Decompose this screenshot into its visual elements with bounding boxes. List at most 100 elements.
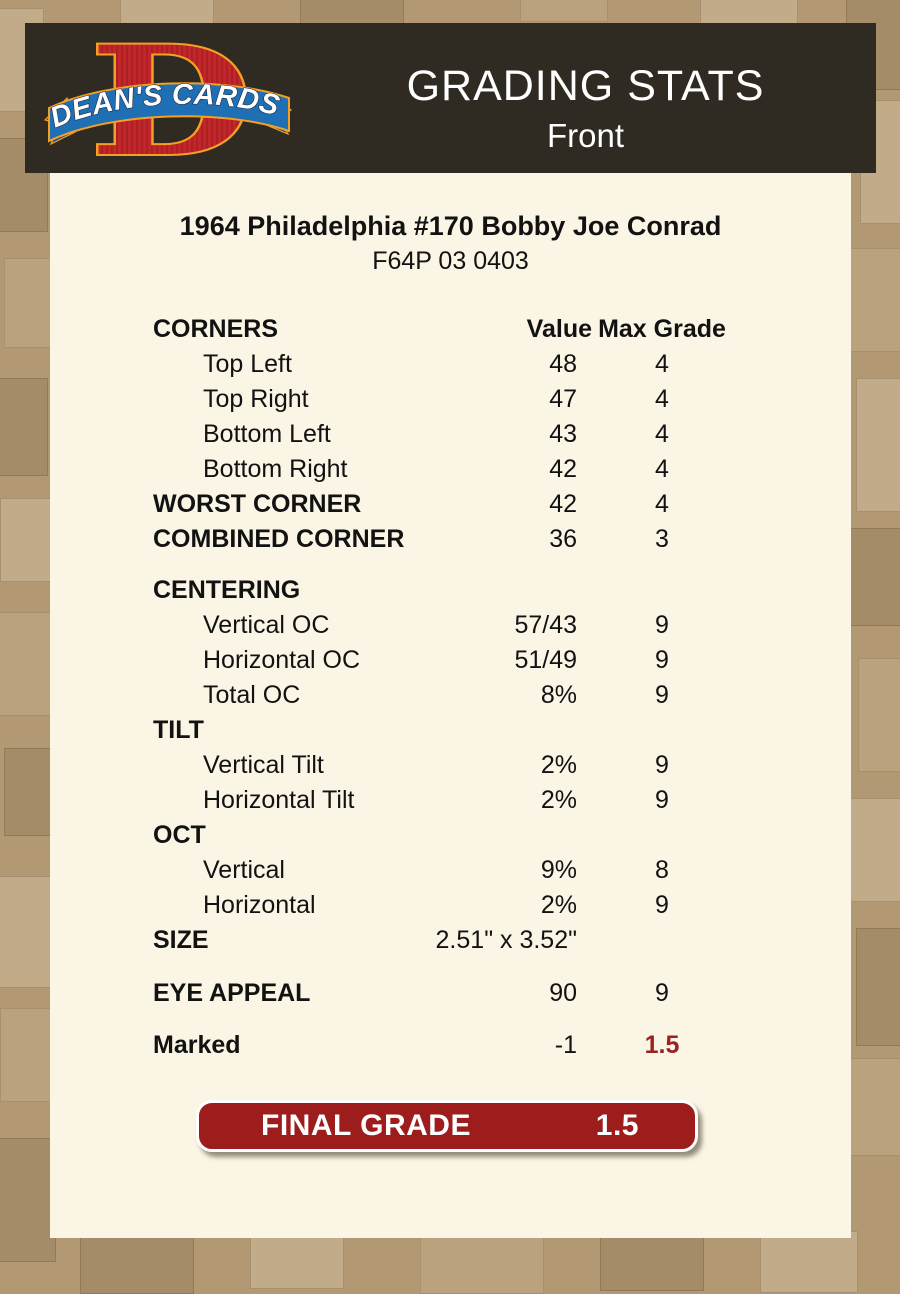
row-value: 51/49: [514, 646, 577, 674]
bg-card: [856, 378, 900, 512]
row-label: EYE APPEAL: [153, 979, 311, 1007]
row-max-grade: 4: [655, 455, 669, 483]
row-value: 42: [549, 490, 577, 518]
row-label: Bottom Right: [203, 455, 348, 483]
final-grade-button[interactable]: FINAL GRADE 1.5: [196, 1100, 698, 1152]
bg-card: [0, 876, 54, 988]
row-label: Marked: [153, 1031, 241, 1059]
row-value: [395, 573, 577, 608]
bg-card: [0, 1138, 56, 1262]
row-value: 36: [549, 525, 577, 553]
table-row: CENTERING: [50, 573, 851, 608]
bg-card: [520, 0, 608, 22]
row-label: TILT: [153, 716, 204, 744]
grading-table-rows: Top Left 48 4 Top Right 47 4 Bottom Left 43 4 Bot…: [50, 347, 851, 1063]
table-row: Marked -1 1.5: [50, 1028, 851, 1063]
row-label: Top Left: [203, 350, 292, 378]
bg-card: [858, 658, 900, 772]
table-row: Horizontal 2% 9: [50, 888, 851, 923]
table-row: TILT: [50, 713, 851, 748]
row-max-grade: 4: [655, 385, 669, 413]
bg-card: [120, 0, 214, 24]
final-grade-value: 1.5: [595, 1109, 639, 1142]
bg-card: [844, 1058, 900, 1156]
row-max-grade: 4: [655, 490, 669, 518]
bg-card: [80, 1232, 194, 1294]
row-value: 42: [549, 455, 577, 483]
logo-ribbon-band: [48, 82, 290, 143]
row-max-grade: [577, 573, 747, 608]
table-row: OCT: [50, 818, 851, 853]
row-value: [395, 818, 577, 853]
row-label: Horizontal Tilt: [203, 786, 355, 814]
table-row: WORST CORNER 42 4: [50, 487, 851, 522]
row-label: Vertical: [203, 856, 285, 884]
table-row: Bottom Left 43 4: [50, 417, 851, 452]
row-label: Bottom Left: [203, 420, 331, 448]
row-max-grade: 9: [655, 786, 669, 814]
page-title: GRADING STATS: [406, 62, 765, 110]
row-max-grade: 4: [655, 420, 669, 448]
row-max-grade: 3: [655, 525, 669, 553]
row-value: 43: [549, 420, 577, 448]
row-value: 57/43: [514, 611, 577, 639]
table-row: Horizontal Tilt 2% 9: [50, 783, 851, 818]
bg-card: [250, 1237, 344, 1289]
bg-card: [700, 0, 798, 24]
table-row: COMBINED CORNER 36 3: [50, 522, 851, 557]
table-row: Top Left 48 4: [50, 347, 851, 382]
table-row: Total OC 8% 9: [50, 678, 851, 713]
row-label: COMBINED CORNER: [153, 525, 405, 553]
row-max-grade: 9: [655, 611, 669, 639]
row-max-grade: 9: [655, 646, 669, 674]
row-label: Vertical OC: [203, 611, 330, 639]
bg-card: [0, 612, 56, 716]
bg-card: [0, 378, 48, 476]
bg-card: [300, 0, 404, 24]
column-header-max-grade: Max Grade: [598, 315, 726, 343]
table-row: SIZE 2.51" x 3.52": [50, 923, 851, 958]
row-label: WORST CORNER: [153, 490, 362, 518]
bg-card: [600, 1234, 704, 1291]
table-row: Top Right 47 4: [50, 382, 851, 417]
table-row: EYE APPEAL 90 9: [50, 976, 851, 1011]
page-subtitle: Front: [546, 117, 625, 154]
bg-card: [420, 1230, 544, 1294]
section-label-corners: CORNERS: [153, 315, 279, 343]
row-value: [395, 713, 577, 748]
row-value: 9%: [540, 856, 577, 884]
bg-card: [842, 528, 900, 626]
row-max-grade: [577, 818, 747, 853]
row-value: 47: [549, 385, 577, 413]
table-row: Horizontal OC 51/49 9: [50, 643, 851, 678]
final-grade-label: FINAL GRADE: [261, 1109, 471, 1142]
table-row: Vertical Tilt 2% 9: [50, 748, 851, 783]
row-value: -1: [554, 1031, 577, 1059]
table-row: Vertical 9% 8: [50, 853, 851, 888]
row-max-grade: 8: [655, 856, 669, 884]
column-header-value: Value: [526, 315, 592, 343]
bg-card: [760, 1231, 858, 1293]
row-value: 90: [549, 979, 577, 1007]
row-value: 2%: [540, 891, 577, 919]
table-header-row: CORNERS Value Max Grade: [50, 312, 851, 347]
header-titles: GRADING STATS Front: [325, 23, 846, 173]
row-value: 8%: [540, 681, 577, 709]
row-max-grade: 9: [655, 891, 669, 919]
table-row: Vertical OC 57/43 9: [50, 608, 851, 643]
header-band: D DEAN'S CARDS GRADING STATS Front: [25, 23, 876, 173]
table-row: Bottom Right 42 4: [50, 452, 851, 487]
row-value: 2%: [540, 751, 577, 779]
card-serial-code: F64P 03 0403: [372, 247, 529, 275]
row-max-grade: [577, 713, 747, 748]
row-label: Horizontal: [203, 891, 316, 919]
row-value: 2.51" x 3.52": [435, 926, 577, 954]
bg-card: [856, 928, 900, 1046]
row-label: Top Right: [203, 385, 309, 413]
row-label: OCT: [153, 821, 206, 849]
row-max-grade: [577, 923, 747, 958]
row-max-grade: 9: [655, 681, 669, 709]
card-title: 1964 Philadelphia #170 Bobby Joe Conrad: [179, 211, 722, 241]
row-value: 48: [549, 350, 577, 378]
grading-report-card: 1964 Philadelphia #170 Bobby Joe Conrad …: [50, 173, 851, 1238]
